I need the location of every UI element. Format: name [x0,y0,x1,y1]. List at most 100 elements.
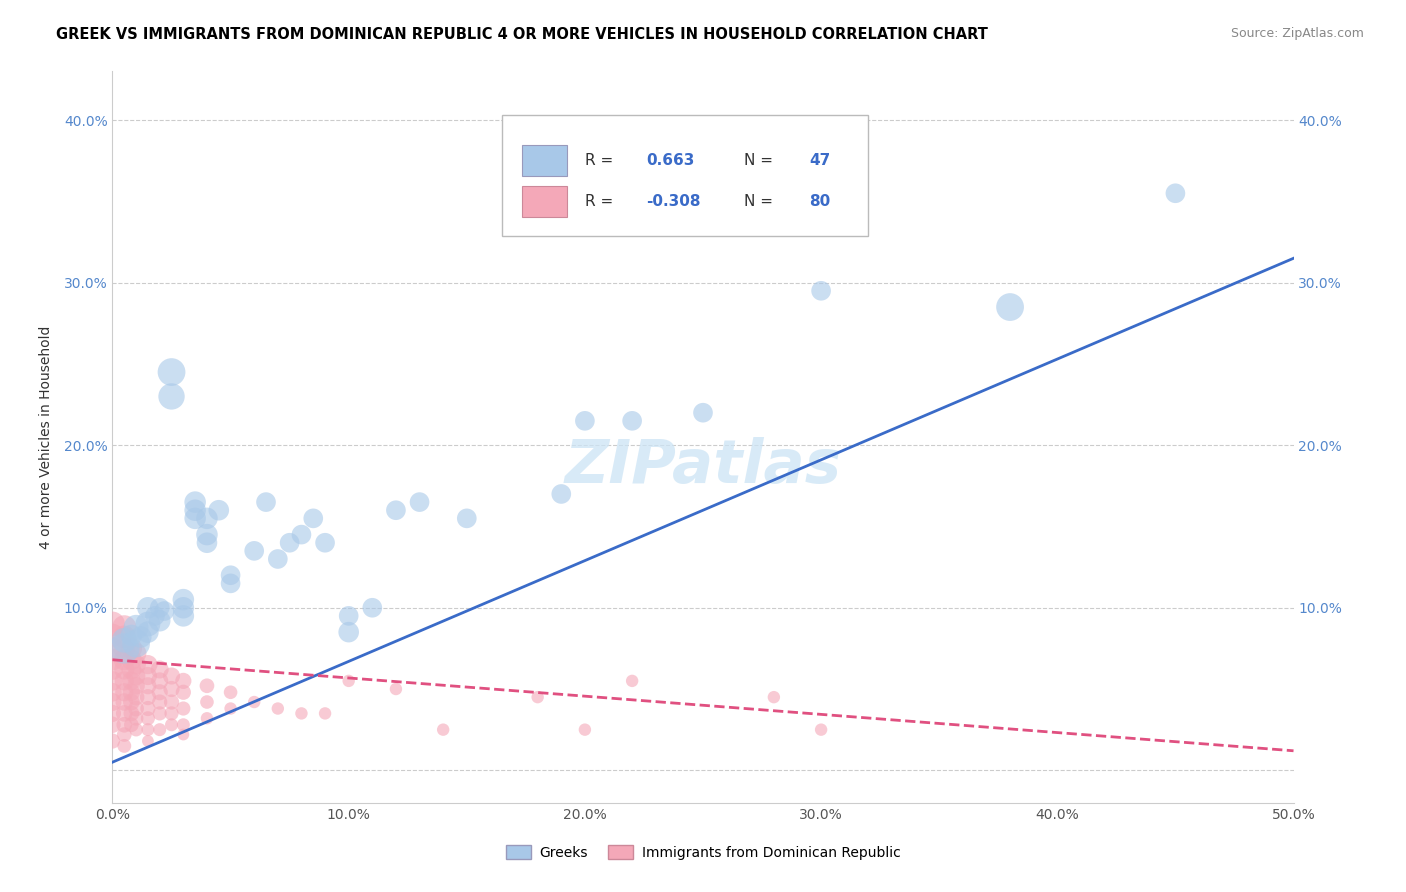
Point [219,576,242,591]
Point [243,695,266,709]
Point [153,604,176,618]
Point [149,685,172,699]
Point [172,685,194,699]
FancyBboxPatch shape [522,186,567,217]
Point [172,701,194,715]
Point [120,641,142,656]
Point [290,527,312,541]
Point [120,706,142,721]
Point [120,663,142,677]
Text: N =: N = [744,153,778,169]
Point [101,685,124,699]
Point [120,628,142,642]
Point [385,503,408,517]
Point [361,600,384,615]
Point [136,679,159,693]
Point [160,695,183,709]
Text: Source: ZipAtlas.com: Source: ZipAtlas.com [1230,27,1364,40]
Point [112,641,135,656]
Point [149,663,172,677]
Point [149,706,172,721]
Text: 47: 47 [810,153,831,169]
FancyBboxPatch shape [522,145,567,177]
Point [160,389,183,403]
Point [112,673,135,688]
Point [149,673,172,688]
Point [112,739,135,753]
Point [267,552,290,566]
Point [810,723,832,737]
Point [101,617,124,632]
Point [101,695,124,709]
Point [120,695,142,709]
Point [125,646,148,660]
Point [101,641,124,656]
Point [184,511,207,525]
Point [125,690,148,705]
Point [136,625,159,640]
Point [112,727,135,741]
Point [125,711,148,725]
Point [101,706,124,721]
Point [385,681,408,696]
Legend: Greeks, Immigrants from Dominican Republic: Greeks, Immigrants from Dominican Republ… [501,839,905,865]
Point [149,723,172,737]
Point [101,628,124,642]
Point [337,608,360,623]
Point [112,663,135,677]
Point [125,636,148,650]
Point [125,620,148,634]
Point [112,630,135,644]
Point [112,620,135,634]
Point [160,718,183,732]
Point [810,284,832,298]
Point [314,535,336,549]
Point [621,414,644,428]
Point [136,734,159,748]
Point [1164,186,1187,201]
Point [290,706,312,721]
Point [243,544,266,558]
Point [195,711,218,725]
Point [172,673,194,688]
Point [195,695,218,709]
Point [172,718,194,732]
Point [149,600,172,615]
Point [195,511,218,525]
Point [692,406,714,420]
Point [172,727,194,741]
Point [125,723,148,737]
Point [219,701,242,715]
Point [112,706,135,721]
Point [120,685,142,699]
Point [160,365,183,379]
Point [337,625,360,640]
Point [172,608,194,623]
Point [149,614,172,628]
Point [101,663,124,677]
Point [136,711,159,725]
Point [302,511,325,525]
Point [136,690,159,705]
Point [136,701,159,715]
Point [314,706,336,721]
Point [526,690,548,705]
Point [136,617,159,632]
Text: R =: R = [585,194,619,209]
Point [112,685,135,699]
Y-axis label: 4 or more Vehicles in Household: 4 or more Vehicles in Household [38,326,52,549]
FancyBboxPatch shape [502,115,869,235]
Point [195,679,218,693]
Point [136,723,159,737]
Point [149,695,172,709]
Text: -0.308: -0.308 [647,194,700,209]
Point [267,701,290,715]
Point [172,600,194,615]
Point [160,706,183,721]
Point [112,641,135,656]
Text: GREEK VS IMMIGRANTS FROM DOMINICAN REPUBLIC 4 OR MORE VEHICLES IN HOUSEHOLD CORR: GREEK VS IMMIGRANTS FROM DOMINICAN REPUB… [56,27,988,42]
Point [337,673,360,688]
Text: 80: 80 [810,194,831,209]
Point [408,495,430,509]
Point [574,414,596,428]
